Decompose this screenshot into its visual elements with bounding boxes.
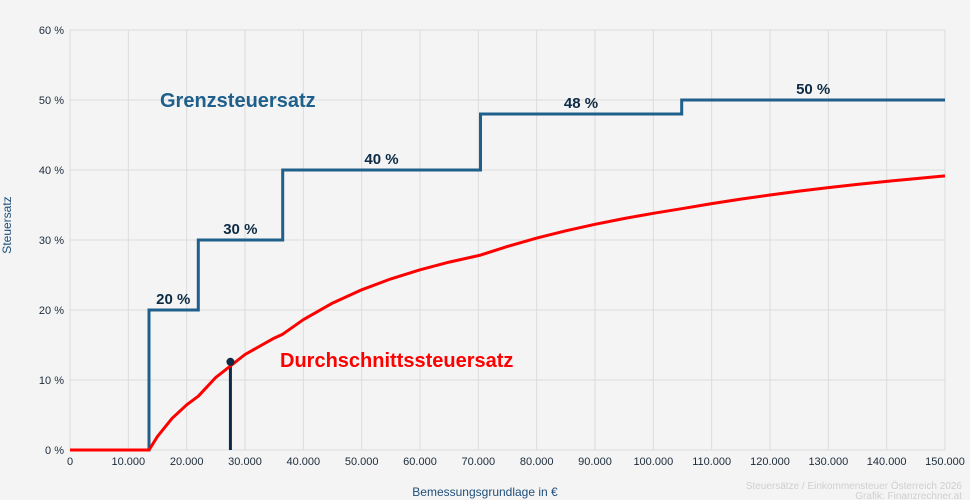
x-tick-label: 10.000 xyxy=(112,456,146,468)
x-tick-label: 0 xyxy=(67,456,73,468)
x-tick-label: 20.000 xyxy=(170,456,204,468)
x-tick-label: 130.000 xyxy=(808,456,848,468)
step-labels: 20 % 30 % 40 % 48 % 50 % xyxy=(156,81,830,308)
y-axis-label: Steuersatz xyxy=(0,196,14,253)
step-label: 40 % xyxy=(364,151,398,168)
durchschnittssteuersatz-line xyxy=(70,174,946,452)
x-tick-label: 60.000 xyxy=(403,456,437,468)
y-tick-label: 50 % xyxy=(39,95,64,107)
marker-dot xyxy=(226,357,235,366)
grenzsteuersatz-line xyxy=(70,98,945,452)
y-tick-label: 10 % xyxy=(39,375,64,387)
step-label: 48 % xyxy=(564,95,598,112)
x-tick-label: 150.000 xyxy=(925,456,965,468)
series-label-grenzsteuersatz: Grenzsteuersatz xyxy=(160,90,316,112)
y-tick-label: 40 % xyxy=(39,165,64,177)
credit-line-2: Grafik: Finanzrechner.at xyxy=(855,491,962,500)
x-tick-label: 50.000 xyxy=(345,456,379,468)
series-label-durchschnittssteuersatz: Durchschnittssteuersatz xyxy=(280,350,513,372)
x-tick-label: 120.000 xyxy=(750,456,790,468)
x-tick-label: 40.000 xyxy=(287,456,321,468)
x-tick-label: 70.000 xyxy=(462,456,496,468)
credit-line-1: Steuersätze / Einkommensteuer Österreich… xyxy=(746,480,963,492)
step-label: 50 % xyxy=(796,81,830,98)
y-tick-label: 60 % xyxy=(39,25,64,37)
x-axis-ticks: 0 10.000 20.000 30.000 40.000 50.000 60.000 70.… xyxy=(67,456,965,468)
x-tick-label: 110.000 xyxy=(692,456,731,468)
y-tick-label: 0 % xyxy=(45,445,64,457)
series-lines xyxy=(70,98,946,452)
x-tick-label: 90.000 xyxy=(578,456,612,468)
y-tick-label: 20 % xyxy=(39,305,64,317)
x-axis-label: Bemessungsgrundlage in € xyxy=(412,485,558,499)
step-label: 20 % xyxy=(156,291,190,308)
y-axis-ticks: 0 % 10 % 20 % 30 % 40 % 50 % 60 % xyxy=(39,25,64,457)
x-tick-label: 100.000 xyxy=(633,456,673,468)
step-label: 30 % xyxy=(223,221,257,238)
y-tick-label: 30 % xyxy=(39,235,64,247)
x-tick-label: 80.000 xyxy=(520,456,554,468)
x-tick-label: 30.000 xyxy=(228,456,262,468)
x-tick-label: 140.000 xyxy=(867,456,907,468)
